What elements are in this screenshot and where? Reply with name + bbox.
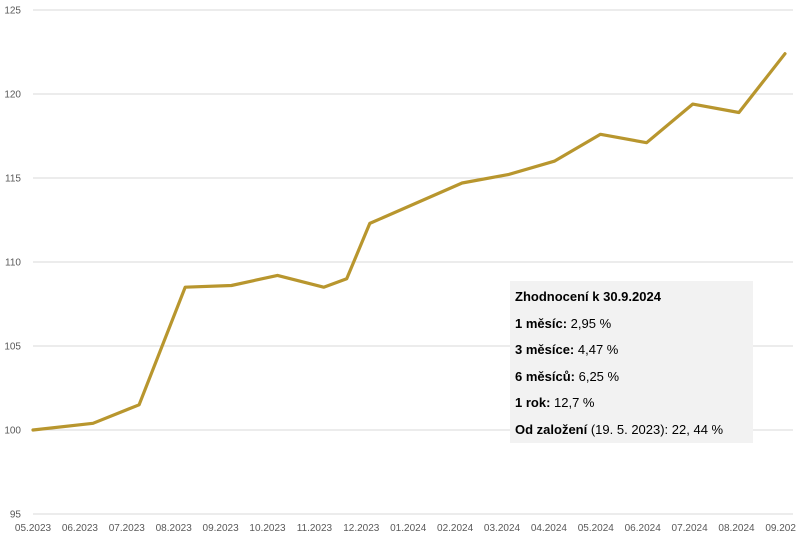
- summary-row: 6 měsíců: 6,25 %: [515, 368, 753, 395]
- x-tick-label: 04.2024: [531, 523, 568, 534]
- x-tick-label: 09.2024: [765, 523, 796, 534]
- y-tick-label: 120: [4, 90, 21, 101]
- x-tick-label: 05.2024: [578, 523, 615, 534]
- x-tick-label: 09.2023: [203, 523, 240, 534]
- x-axis-ticks: 05.2023 06.2023 07.2023 08.2023 09.2023 10.20…: [15, 523, 796, 534]
- data-point: [91, 422, 95, 425]
- data-point: [506, 173, 510, 176]
- summary-row-value: 12,7 %: [550, 395, 595, 411]
- x-tick-label: 11.2023: [297, 523, 333, 534]
- summary-row-value: 6,25 %: [574, 368, 620, 384]
- data-point: [783, 52, 787, 55]
- summary-row-value: (19. 5. 2023): 22, 44 %: [587, 421, 724, 437]
- summary-row: 1 rok: 12,7 %: [515, 394, 753, 421]
- summary-row-value: 4,47 %: [574, 342, 619, 358]
- data-point: [31, 428, 35, 432]
- summary-row-label: 1 rok:: [515, 395, 551, 411]
- x-tick-label: 10.2023: [249, 523, 286, 534]
- x-tick-label: 08.2023: [156, 523, 193, 534]
- x-tick-label: 02.2024: [437, 523, 474, 534]
- x-tick-label: 08.2024: [718, 523, 755, 534]
- summary-row-label: 6 měsíců:: [515, 368, 575, 384]
- data-point: [645, 141, 648, 144]
- x-tick-label: 05.2023: [15, 523, 52, 534]
- data-point: [553, 160, 556, 163]
- summary-row-label: Od založení: [515, 421, 588, 437]
- x-tick-label: 06.2023: [62, 523, 99, 534]
- summary-title-text: Zhodnocení k 30.9.2024: [515, 289, 661, 304]
- data-point: [691, 102, 694, 106]
- data-point: [460, 181, 464, 185]
- x-tick-label: 07.2024: [672, 523, 709, 534]
- y-tick-label: 100: [4, 426, 21, 437]
- y-tick-label: 105: [4, 342, 21, 353]
- performance-summary-box: Zhodnocení k 30.9.2024 1 měsíc: 2,95 % 3…: [510, 281, 753, 443]
- y-axis-ticks: 95 100 105 110 115 120 125: [4, 6, 21, 521]
- data-point: [322, 286, 325, 289]
- data-point: [184, 286, 187, 289]
- series-layer: [31, 52, 787, 432]
- y-tick-label: 125: [4, 6, 21, 17]
- y-tick-label: 110: [5, 258, 21, 269]
- data-point: [137, 403, 141, 406]
- x-tick-label: 01.2024: [390, 523, 427, 534]
- summary-row: 1 měsíc: 2,95 %: [515, 315, 753, 342]
- data-point: [599, 133, 602, 136]
- summary-row-label: 1 měsíc:: [515, 315, 568, 331]
- x-tick-label: 06.2024: [625, 523, 662, 534]
- summary-title: Zhodnocení k 30.9.2024: [515, 288, 753, 315]
- y-tick-label: 115: [5, 174, 21, 185]
- data-point: [230, 284, 233, 287]
- x-tick-label: 03.2024: [484, 523, 521, 534]
- x-tick-label: 07.2023: [109, 523, 146, 534]
- data-point: [368, 222, 371, 225]
- data-point: [737, 111, 741, 114]
- data-point: [345, 277, 348, 280]
- y-tick-label: 95: [10, 510, 22, 521]
- summary-row-value: 2,95 %: [567, 315, 612, 331]
- grid-lines: [33, 9, 793, 515]
- summary-row: Od založení (19. 5. 2023): 22, 44 %: [515, 421, 753, 448]
- summary-row-label: 3 měsíce:: [515, 342, 575, 358]
- data-point: [276, 274, 279, 277]
- summary-row: 3 měsíce: 4,47 %: [515, 341, 753, 368]
- x-tick-label: 12.2023: [343, 523, 380, 534]
